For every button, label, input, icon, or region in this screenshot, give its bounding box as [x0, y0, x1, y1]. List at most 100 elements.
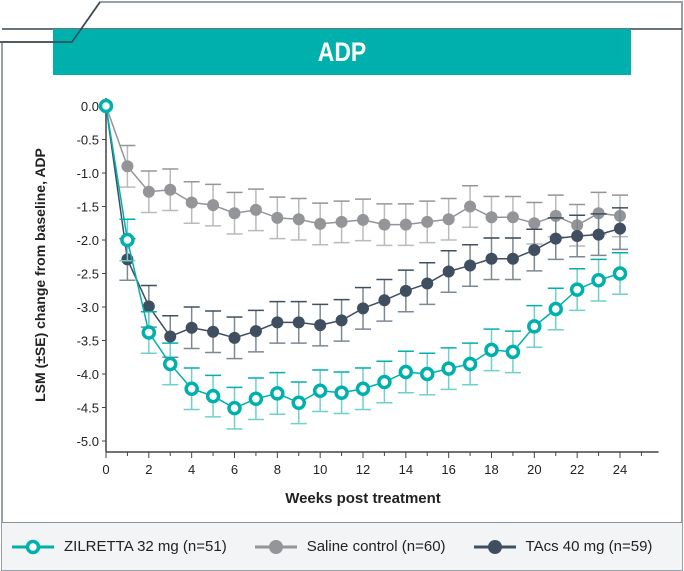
data-point	[142, 300, 155, 313]
data-point	[335, 314, 348, 327]
data-point	[227, 400, 242, 416]
data-point	[357, 213, 369, 226]
data-point	[249, 325, 262, 338]
data-point	[271, 316, 284, 329]
legend-label: Saline control (n=60)	[306, 538, 446, 555]
x-tick-label: 10	[313, 462, 327, 477]
header-tab-decoration	[0, 1, 101, 43]
legend: ZILRETTA 32 mg (n=51) Saline control (n=6…	[2, 522, 682, 570]
data-point	[164, 183, 177, 196]
data-point	[185, 196, 198, 209]
data-point	[399, 218, 412, 231]
legend-item: ZILRETTA 32 mg (n=51)	[12, 538, 227, 556]
data-point	[506, 211, 519, 224]
series-0	[98, 98, 628, 430]
data-point	[485, 252, 498, 265]
x-axis-label: Weeks post treatment	[285, 490, 441, 507]
x-tick-label: 4	[188, 462, 195, 477]
data-point	[205, 388, 221, 404]
data-point	[377, 374, 392, 390]
data-point	[185, 321, 198, 334]
series-line	[105, 105, 621, 410]
legend-marker-icon	[473, 539, 516, 554]
x-tick-label: 18	[484, 462, 498, 477]
series-1	[100, 100, 628, 247]
data-point	[612, 266, 628, 281]
data-point	[505, 344, 521, 360]
legend-label: ZILRETTA 32 mg (n=51)	[64, 538, 227, 555]
data-point	[270, 386, 285, 401]
x-tick-label: 2	[145, 462, 152, 477]
data-point	[207, 325, 220, 338]
x-tick-label: 24	[613, 462, 627, 477]
data-point	[334, 385, 349, 401]
data-point	[335, 215, 348, 228]
data-point	[228, 207, 241, 220]
data-point	[399, 284, 412, 297]
data-point	[528, 244, 541, 257]
data-point	[528, 217, 541, 230]
data-point	[248, 391, 264, 407]
data-point	[506, 252, 519, 265]
data-point	[421, 277, 434, 290]
data-point	[164, 330, 177, 343]
y-tick-label: -1.0	[77, 166, 99, 181]
data-point	[484, 342, 499, 358]
data-point	[271, 211, 284, 224]
legend-item: TAcs 40 mg (n=59)	[473, 538, 652, 556]
data-point	[441, 361, 456, 376]
y-tick-label: -4.5	[77, 401, 99, 416]
data-point	[527, 319, 542, 334]
data-point	[142, 185, 155, 198]
y-tick-label: -4.0	[77, 367, 99, 382]
data-point	[592, 228, 605, 241]
y-tick-label: -2.5	[77, 267, 99, 282]
data-point	[98, 98, 114, 114]
chart-title: ADP	[53, 29, 631, 75]
data-point	[591, 272, 606, 288]
data-point	[228, 331, 241, 344]
data-point	[355, 381, 371, 396]
data-point	[121, 160, 134, 173]
data-point	[292, 213, 305, 226]
data-point	[464, 259, 477, 272]
y-axis-label: LSM (±SE) change from baseline, ADP	[32, 148, 48, 402]
data-point	[357, 302, 369, 315]
data-point	[442, 265, 455, 278]
x-tick-label: 12	[356, 462, 370, 477]
data-point	[549, 232, 562, 245]
data-point	[378, 294, 391, 307]
x-tick-label: 20	[527, 462, 541, 477]
data-point	[291, 395, 306, 411]
data-point	[442, 213, 455, 226]
data-point	[163, 356, 178, 372]
data-point	[614, 222, 626, 235]
y-tick-label: -0.5	[77, 133, 99, 148]
x-tick-label: 0	[102, 462, 109, 477]
data-point	[141, 325, 157, 340]
data-point	[485, 211, 498, 224]
x-tick-label: 14	[399, 462, 413, 477]
legend-marker-icon	[12, 539, 54, 554]
data-point	[420, 366, 435, 382]
y-tick-label: 0.0	[81, 99, 99, 114]
data-point	[314, 319, 327, 332]
data-point	[549, 209, 562, 222]
data-point	[378, 218, 391, 231]
y-tick-label: -3.5	[77, 334, 99, 349]
data-point	[249, 203, 262, 216]
data-point	[462, 356, 478, 372]
y-tick-label: -2.0	[77, 233, 99, 248]
data-point	[464, 200, 477, 213]
y-tick-label: -3.0	[77, 300, 99, 315]
series-2	[100, 100, 628, 360]
data-point	[421, 215, 434, 228]
data-point	[398, 364, 414, 380]
data-point	[312, 383, 328, 398]
legend-item: Saline control (n=60)	[254, 538, 446, 556]
x-tick-label: 8	[274, 462, 281, 477]
data-point	[207, 199, 220, 212]
data-point	[314, 217, 327, 230]
y-tick-label: -5.0	[77, 434, 99, 449]
